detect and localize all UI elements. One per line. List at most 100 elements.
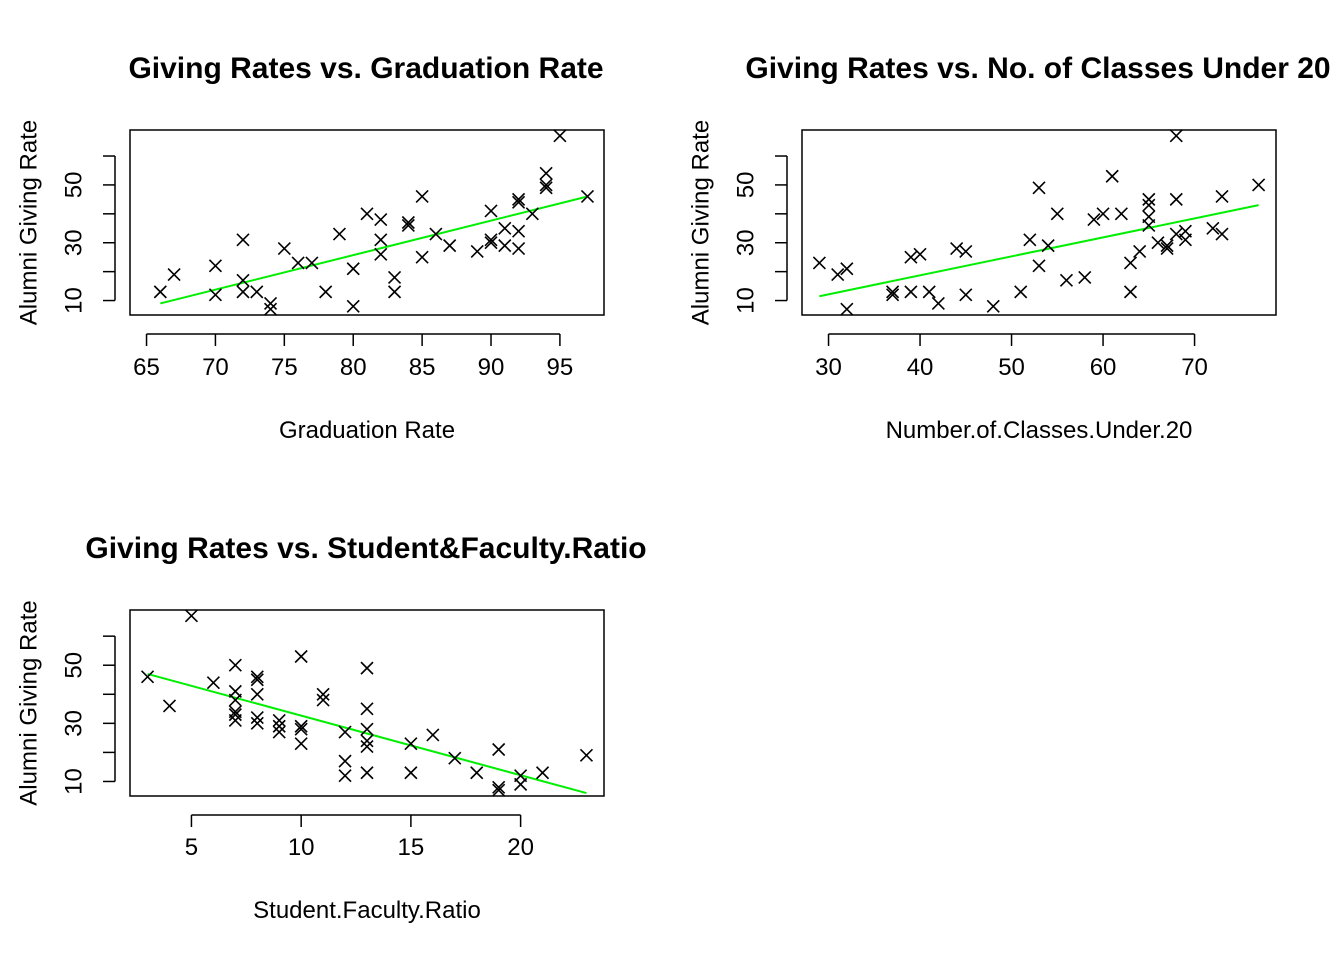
data-point [153,285,167,299]
data-points [812,129,1266,316]
data-point [1123,285,1138,299]
plot-frame [129,609,605,797]
data-point [426,728,440,742]
data-point [1041,239,1055,253]
data-point [840,302,854,316]
data-point [272,713,286,728]
y-axis: 10 30 50 [732,155,788,314]
data-point [913,247,927,261]
data-point [512,241,526,256]
data-point [553,129,567,143]
y-tick-label: 30 [732,229,759,256]
data-point [415,250,429,264]
x-tick-label: 40 [907,354,934,381]
data-point [272,719,286,733]
data-point [1169,192,1183,206]
data-point [950,241,964,256]
data-point [1059,273,1074,287]
data-point [512,224,526,238]
data-point [236,233,250,247]
y-tick-label: 50 [60,652,87,679]
data-point [1252,178,1266,192]
y-tick-label: 10 [60,287,87,314]
x-axis-label: Student.Faculty.Ratio [253,897,481,924]
x-tick-label: 70 [202,354,229,381]
data-point [831,267,845,282]
data-point [272,725,286,739]
x-tick-label: 60 [1090,354,1117,381]
data-point [228,713,242,728]
data-point [236,285,250,299]
y-tick-label: 30 [60,229,87,256]
x-tick-label: 10 [288,834,315,861]
data-point [250,285,264,299]
data-point [360,702,374,716]
y-tick-label: 10 [60,768,87,795]
x-tick-label: 75 [271,354,298,381]
data-point [1014,285,1028,299]
x-tick-label: 90 [478,354,505,381]
data-point [484,236,498,250]
data-point [535,766,550,780]
data-point [1032,181,1046,195]
data-point [470,766,484,780]
data-point [904,285,918,299]
data-point [986,299,1000,313]
y-axis: 10 30 50 [60,155,116,314]
data-point [1087,213,1101,227]
data-point [250,687,264,701]
plot-frame [129,129,605,316]
data-point [360,734,374,748]
data-point [228,658,242,672]
data-point [1215,227,1229,241]
x-tick-label: 50 [998,354,1025,381]
data-point [319,285,333,299]
data-point [401,215,415,230]
x-tick-label: 95 [547,354,574,381]
y-tick-label: 50 [60,172,87,199]
data-point [1142,192,1156,206]
data-point [250,716,264,730]
x-tick-label: 15 [398,834,425,861]
data-point [277,241,291,256]
data-point [250,670,264,684]
data-point [415,189,429,204]
data-point [208,288,222,302]
data-point [492,742,506,757]
data-point [305,256,319,270]
data-point [316,693,330,707]
data-point [360,661,374,675]
data-point [184,609,199,623]
data-point [525,207,539,221]
data-point [443,239,457,253]
x-axis: 30 40 50 60 70 [815,333,1208,381]
data-point [1160,239,1174,253]
data-point [294,737,308,751]
data-points [140,609,594,797]
data-point [250,673,264,687]
x-axis-label: Graduation Rate [279,417,455,444]
data-point [1178,224,1192,238]
regression-line [160,195,588,305]
data-point [429,227,443,241]
data-point [360,722,374,736]
data-point [228,708,242,722]
x-axis: 5 10 15 20 [185,814,534,861]
data-point [208,259,222,273]
scatter-panel-2: Giving Rates vs. No. of Classes Under 20… [687,52,1330,444]
data-point [291,256,305,270]
data-point [492,780,506,794]
data-point [539,181,553,195]
x-axis-label: Number.of.Classes.Under.20 [886,417,1193,444]
data-point [167,267,181,282]
data-point [294,649,308,664]
y-axis: 10 30 50 [60,635,116,795]
data-point [1169,227,1183,241]
data-point [484,233,498,247]
regression-line [819,204,1259,298]
data-point [236,273,250,287]
data-point [1215,189,1229,204]
data-point [360,740,374,754]
data-point [374,247,388,261]
